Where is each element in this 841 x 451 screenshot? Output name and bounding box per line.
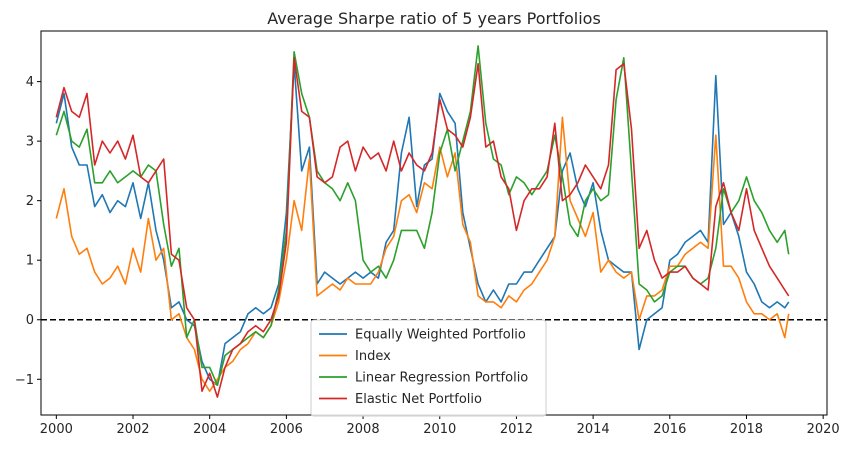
y-axis: −1 0 1 2 3 4 (15, 75, 41, 388)
plot-area (41, 45, 827, 398)
x-axis: 2000 2002 2004 2006 2008 2010 2012 2014 2016 2018… (40, 415, 840, 437)
y-tick-label: 1 (26, 254, 34, 269)
x-tick-label: 2002 (116, 422, 149, 437)
legend: Equally Weighted Portfolio Index Linear Re… (310, 319, 547, 417)
chart-title: Average Sharpe ratio of 5 years Portfoli… (267, 9, 601, 28)
y-tick-label: −1 (15, 373, 34, 388)
y-tick-label: 4 (26, 75, 34, 90)
y-tick-label: 3 (26, 135, 34, 150)
x-tick-label: 2006 (270, 422, 303, 437)
x-tick-label: 2008 (347, 422, 380, 437)
x-tick-label: 2010 (423, 422, 456, 437)
series-line-0 (55, 62, 790, 386)
x-tick-label: 2018 (730, 422, 763, 437)
x-tick-label: 2012 (500, 422, 533, 437)
x-tick-label: 2000 (40, 422, 73, 437)
series-line-1 (55, 116, 790, 392)
series-line-3 (55, 57, 790, 398)
x-tick-label: 2016 (653, 422, 686, 437)
x-tick-label: 2004 (193, 422, 226, 437)
x-tick-label: 2014 (577, 422, 610, 437)
y-tick-label: 0 (26, 313, 34, 328)
legend-label: Elastic Net Portfolio (355, 392, 482, 407)
legend-label: Linear Regression Portfolio (355, 371, 528, 386)
x-tick-label: 2020 (807, 422, 840, 437)
legend-box (310, 319, 547, 417)
y-tick-label: 2 (26, 194, 34, 209)
legend-label: Equally Weighted Portfolio (355, 328, 526, 343)
legend-label: Index (355, 349, 391, 364)
